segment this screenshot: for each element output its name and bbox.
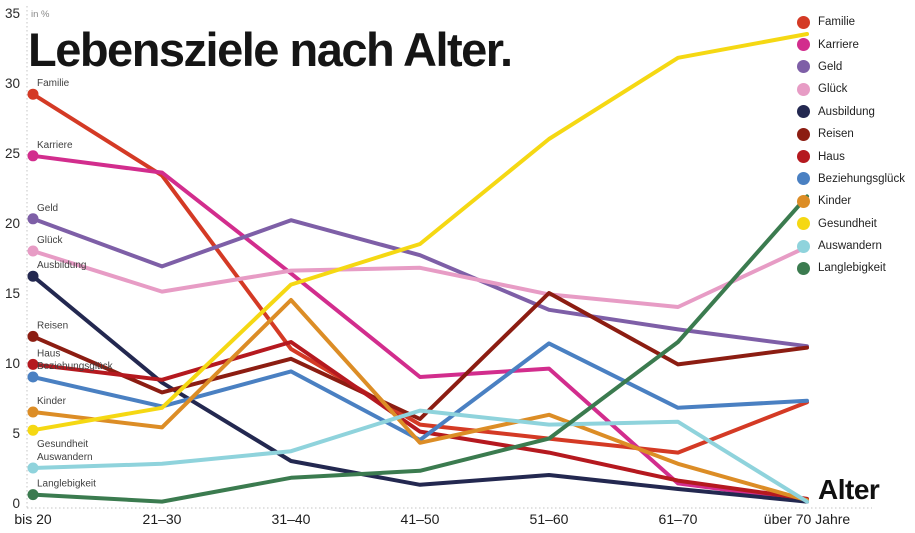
series-line [31,32,809,433]
y-tick-label: 5 [12,426,20,441]
series-start-dot [27,358,39,370]
legend-item-label: Karriere [818,38,859,51]
legend-item: Glück [797,78,915,100]
y-tick-label: 20 [5,216,20,231]
x-tick-label: 61–70 [659,511,698,527]
x-tick-label: 31–40 [272,511,311,527]
series-start-label: Beziehungsglück [37,361,114,372]
legend-item-label: Glück [818,83,848,96]
series-start-dot [27,462,39,474]
series-start-dot [27,88,39,100]
legend-item-label: Gesundheit [818,217,877,230]
series-start-label: Familie [37,78,70,89]
x-tick-label: 51–60 [530,511,569,527]
legend-swatch-icon [797,127,810,141]
series-start-dot [27,270,39,282]
series-line [31,153,809,503]
legend: Familie Karriere Geld Glück Ausbildung Reisen… [797,11,915,280]
legend-item-label: Kinder [818,195,852,208]
series-start-label: Geld [37,203,58,214]
legend-item-label: Familie [818,16,856,29]
x-tick-label: 21–30 [143,511,182,527]
y-tick-label: 10 [5,356,20,371]
series-line [31,408,809,504]
legend-item: Karriere [797,33,915,55]
legend-item: Geld [797,56,915,78]
series-start-label: Reisen [37,320,68,331]
series-start-dot [27,245,39,257]
series-start-label: Karriere [37,140,73,151]
legend-swatch-icon [797,105,810,119]
y-tick-label: 15 [5,286,20,301]
chart-title: Lebensziele nach Alter. [28,23,513,76]
legend-swatch-icon [797,217,810,231]
legend-swatch-icon [797,261,810,275]
series-start-dot [27,406,39,418]
x-axis-title: Alter [818,474,880,505]
y-tick-label: 25 [5,146,20,161]
legend-item: Langlebigkeit [797,257,915,279]
y-axis-unit-label: in % [31,9,50,20]
legend-item: Reisen [797,123,915,145]
series-line [31,274,809,504]
x-tick-label: über 70 Jahre [764,511,851,527]
legend-item-label: Haus [818,150,845,163]
series-start-dot [27,489,39,501]
legend-item: Gesundheit [797,213,915,235]
series-start-label: Langlebigkeit [37,479,96,490]
series-line [31,216,809,349]
series-line [31,244,809,309]
legend-item: Kinder [797,190,915,212]
series-line [31,194,809,504]
series-start-dot [27,150,39,162]
legend-item-label: Beziehungsglück [818,172,905,185]
legend-item: Beziehungsglück [797,168,915,190]
legend-swatch-icon [797,150,810,164]
legend-swatch-icon [797,172,810,186]
legend-swatch-icon [797,194,810,208]
series-line [31,340,809,501]
series-start-dot [27,213,39,225]
y-tick-label: 30 [5,76,20,91]
legend-swatch-icon [797,82,810,96]
series-start-label: Haus [37,348,60,359]
legend-item: Familie [797,11,915,33]
series-start-label: Glück [37,235,64,246]
x-tick-label: 41–50 [401,511,440,527]
legend-swatch-icon [797,60,810,74]
series-start-dot [27,424,39,436]
legend-item-label: Reisen [818,128,854,141]
x-tick-label: bis 20 [14,511,52,527]
series-line [31,298,809,503]
legend-item-label: Langlebigkeit [818,262,886,275]
series-line [31,291,809,421]
legend-item-label: Auswandern [818,240,882,253]
legend-item-label: Ausbildung [818,105,875,118]
legend-item: Haus [797,145,915,167]
series-start-label: Auswandern [37,452,93,463]
legend-item: Ausbildung [797,101,915,123]
legend-swatch-icon [797,239,810,253]
series-start-label: Kinder [37,396,67,407]
series-start-dot [27,330,39,342]
legend-item: Auswandern [797,235,915,257]
y-tick-label: 0 [12,496,20,511]
legend-swatch-icon [797,38,810,52]
legend-swatch-icon [797,15,810,29]
series-line [31,92,809,455]
series-start-label: Gesundheit [37,439,88,450]
y-tick-label: 35 [5,6,20,21]
series-start-dot [27,371,39,383]
series-start-label: Ausbildung [37,260,86,271]
legend-item-label: Geld [818,60,843,73]
